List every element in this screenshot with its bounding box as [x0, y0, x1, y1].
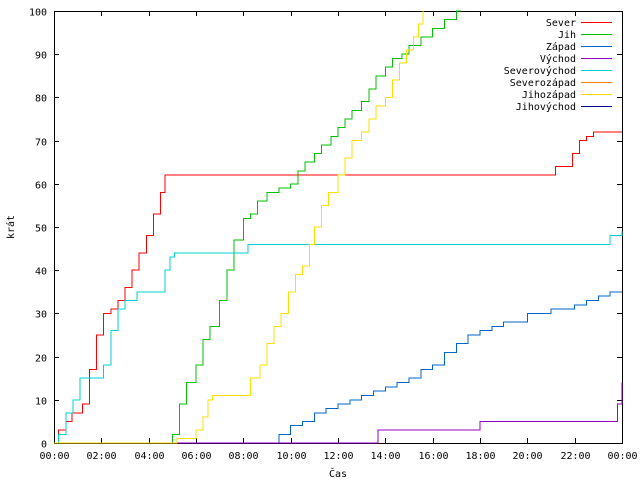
x-tick-label: 00:00 [39, 451, 69, 462]
x-axis-title: Čas [329, 467, 347, 480]
y-tick-label: 50 [35, 224, 47, 235]
x-axis-ticks: 00:00 02:00 04:00 06:00 08:00 10:00 12:00 14:00… [39, 11, 638, 462]
legend-label-jihozapad: Jihozápad [522, 89, 576, 101]
y-tick-label: 80 [35, 94, 47, 105]
legend-label-jihovychod: Jihovýchod [516, 101, 576, 113]
y-tick-label: 10 [35, 397, 47, 408]
y-tick-label: 40 [35, 267, 47, 278]
series-line-jihozapad [54, 11, 424, 444]
series-lines [54, 10, 623, 444]
legend: SeverJihZápadVýchodSeverovýchodSeverozáp… [504, 18, 612, 113]
legend-label-severovychod: Severovýchod [504, 65, 576, 77]
x-tick-label: 16:00 [418, 451, 448, 462]
legend-label-zapad: Západ [546, 41, 576, 53]
y-tick-label: 20 [35, 354, 47, 365]
x-tick-label: 10:00 [276, 451, 306, 462]
y-tick-label: 0 [41, 440, 47, 451]
y-tick-label: 70 [35, 138, 47, 149]
legend-label-jih: Jih [558, 30, 576, 41]
x-tick-label: 12:00 [323, 451, 353, 462]
series-line-severovychod [54, 231, 623, 444]
x-tick-label: 00:00 [607, 451, 637, 462]
x-tick-label: 14:00 [370, 451, 400, 462]
legend-label-sever: Sever [546, 18, 576, 29]
x-tick-label: 18:00 [465, 451, 495, 462]
y-tick-label: 100 [29, 8, 47, 19]
x-tick-label: 04:00 [134, 451, 164, 462]
x-tick-label: 20:00 [512, 451, 542, 462]
legend-label-severozapad: Severozápad [510, 77, 576, 89]
x-tick-label: 06:00 [181, 451, 211, 462]
x-tick-label: 22:00 [560, 451, 590, 462]
y-tick-label: 30 [35, 310, 47, 321]
y-axis-ticks: 0 10 20 30 40 50 60 70 80 90 100 [29, 8, 622, 451]
series-line-vychod [54, 382, 623, 444]
x-tick-label: 08:00 [228, 451, 258, 462]
legend-label-vychod: Východ [540, 53, 576, 65]
series-line-sever [54, 131, 622, 444]
y-axis-title: krát [5, 215, 17, 239]
series-line-zapad [54, 291, 622, 444]
y-tick-label: 90 [35, 51, 47, 62]
x-tick-label: 02:00 [86, 451, 116, 462]
y-tick-label: 60 [35, 181, 47, 192]
series-line-jih [54, 10, 462, 444]
